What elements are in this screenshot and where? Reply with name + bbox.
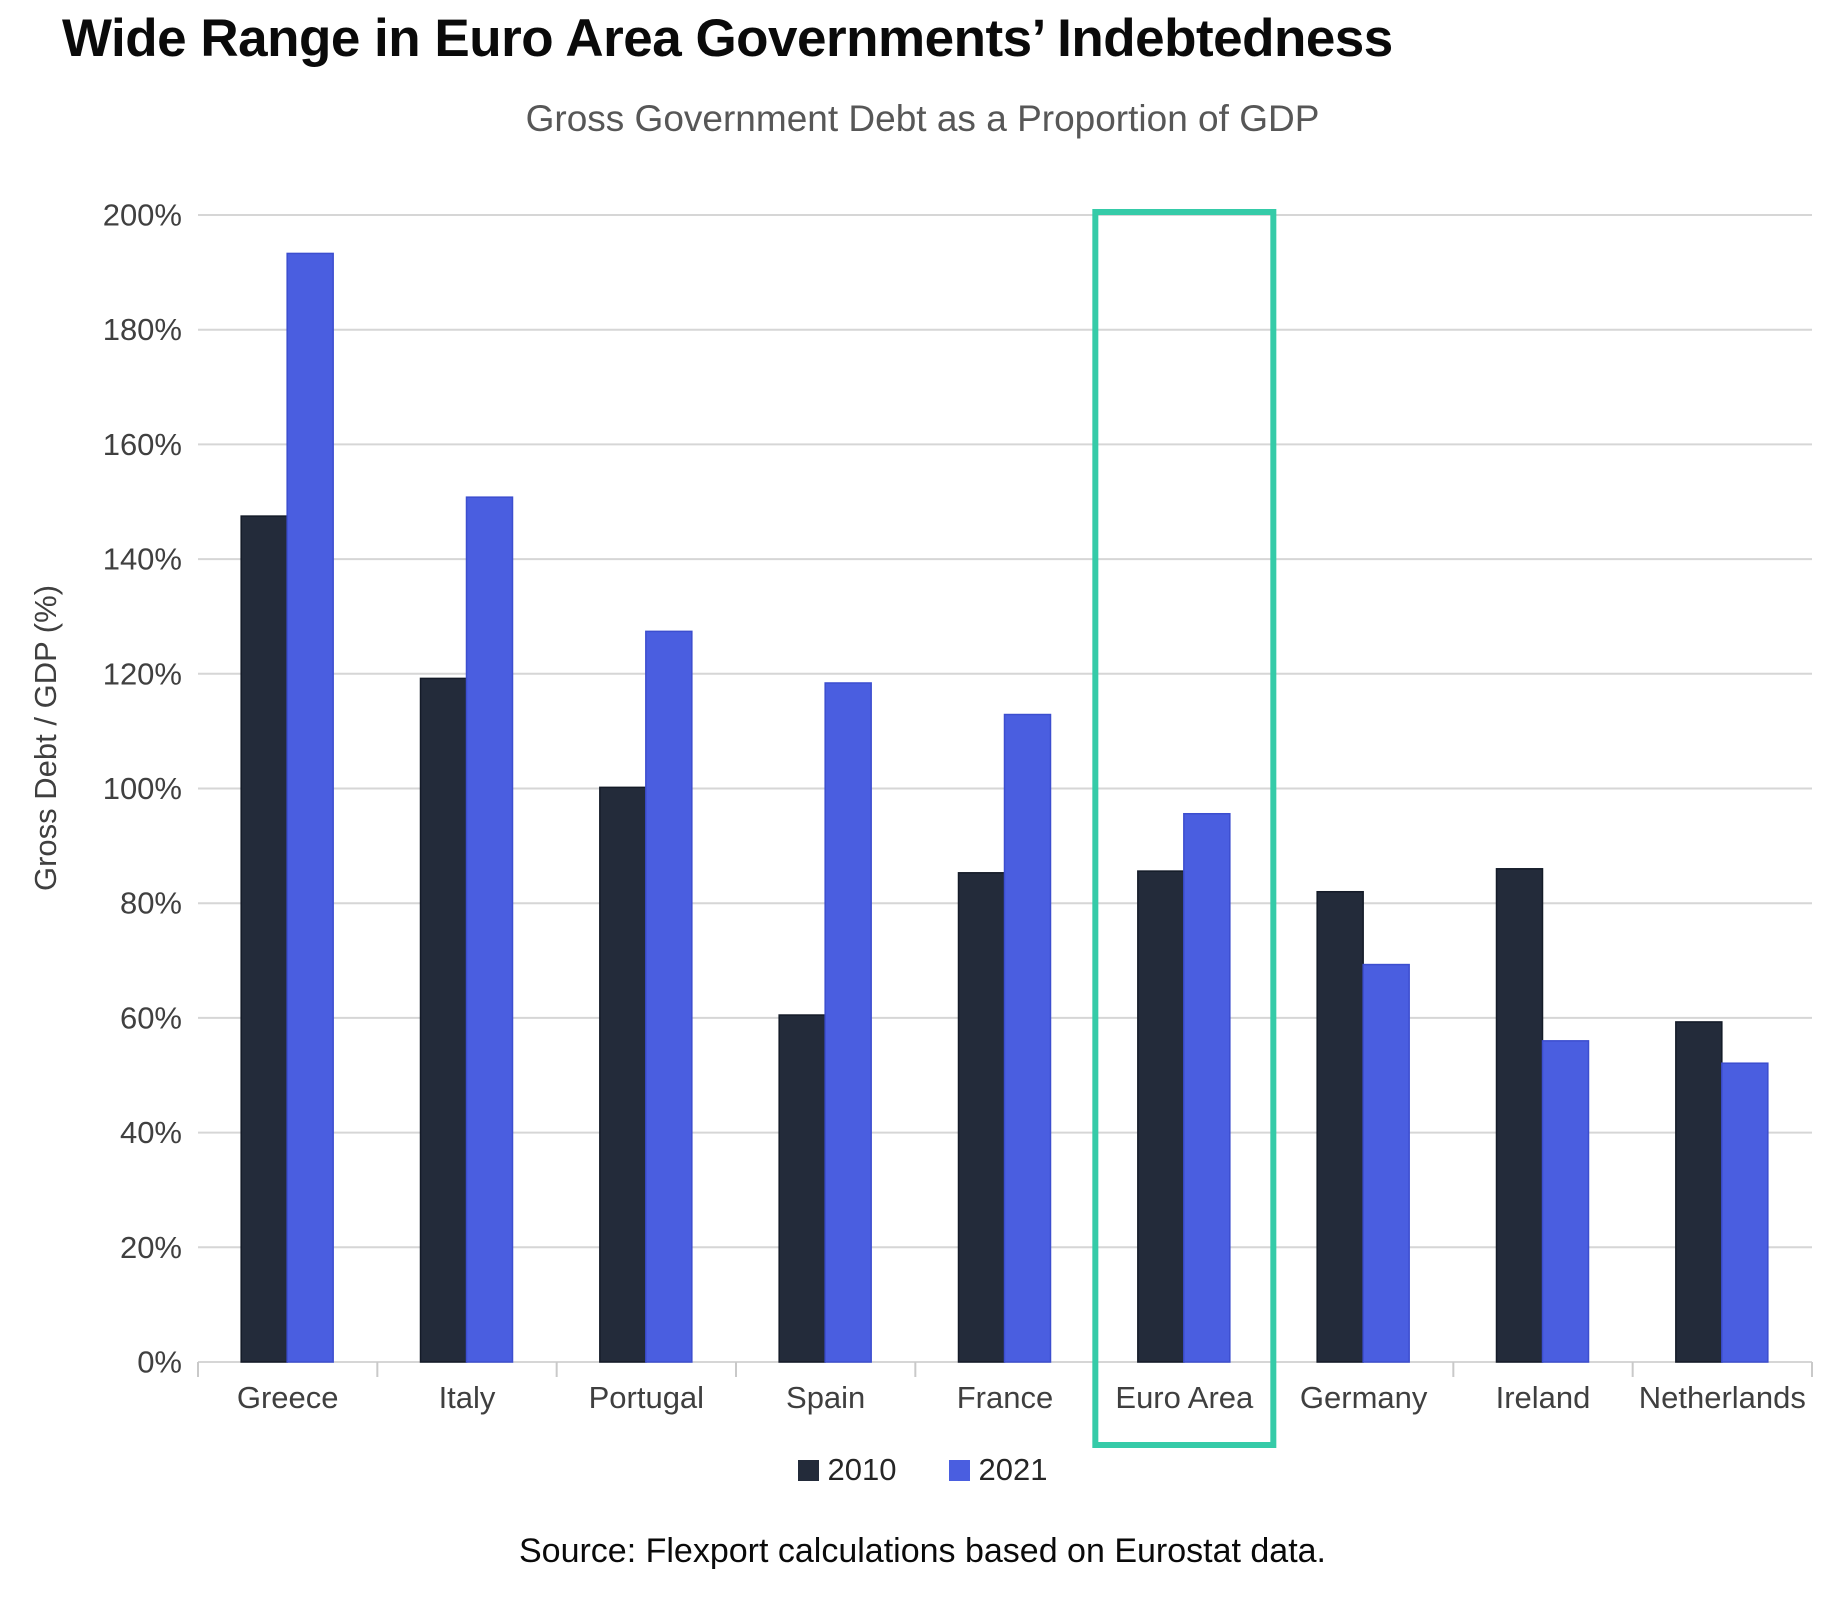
x-axis-label-france: France [957,1380,1053,1415]
bar-2021-portugal [645,630,693,1363]
legend-label-2021: 2021 [978,1452,1048,1487]
y-tick-label: 100% [103,771,182,806]
bar-2010-spain [778,1014,826,1363]
x-axis-label-portugal: Portugal [589,1380,704,1415]
bar-2010-germany [1316,890,1364,1363]
y-tick-label: 160% [103,427,182,462]
x-axis-label-euro-area: Euro Area [1115,1380,1254,1415]
x-axis-label-ireland: Ireland [1496,1380,1591,1415]
bar-2021-ireland [1541,1040,1590,1363]
y-tick-label: 120% [103,656,182,691]
bar-2021-germany [1362,963,1410,1363]
bar-2010-euro-area [1137,870,1185,1363]
bar-2010-portugal [599,786,647,1363]
bar-2021-netherlands [1721,1062,1769,1363]
legend-item-2021: 2021 [948,1452,1048,1488]
legend-swatch-2021 [948,1459,970,1481]
highlight-box [1092,209,1277,1448]
x-axis-label-germany: Germany [1300,1380,1428,1415]
bar-2010-greece [240,515,288,1363]
legend-swatch-2010 [797,1459,819,1481]
y-tick-label: 80% [120,886,182,921]
legend-label-2010: 2010 [827,1452,897,1487]
y-tick-label: 40% [120,1115,182,1150]
bar-2010-ireland [1495,868,1544,1363]
x-axis-label-spain: Spain [786,1380,865,1415]
bar-2021-france [1003,713,1052,1363]
bar-2021-italy [465,496,514,1363]
legend-item-2010: 2010 [797,1452,897,1488]
bar-2010-netherlands [1675,1021,1723,1363]
y-tick-label: 200% [103,198,182,233]
bar-2010-italy [419,677,468,1363]
x-axis-label-greece: Greece [237,1380,339,1415]
y-tick-label: 20% [120,1230,182,1265]
bar-2021-greece [286,252,334,1363]
bar-2010-france [957,872,1006,1363]
bar-2021-euro-area [1183,812,1231,1363]
source-note: Source: Flexport calculations based on E… [518,1532,1327,1570]
chart-subtitle: Gross Government Debt as a Proportion of… [525,98,1320,139]
y-tick-label: 140% [103,542,182,577]
bar-2021-spain [824,682,872,1363]
legend: 2010 2021 [0,1452,1845,1488]
y-tick-label: 0% [137,1345,182,1380]
x-axis-label-netherlands: Netherlands [1639,1380,1806,1415]
y-tick-label: 60% [120,1000,182,1035]
y-tick-label: 180% [103,312,182,347]
x-axis-label-italy: Italy [439,1380,496,1415]
chart-title: Wide Range in Euro Area Governments’ Ind… [62,9,1393,68]
